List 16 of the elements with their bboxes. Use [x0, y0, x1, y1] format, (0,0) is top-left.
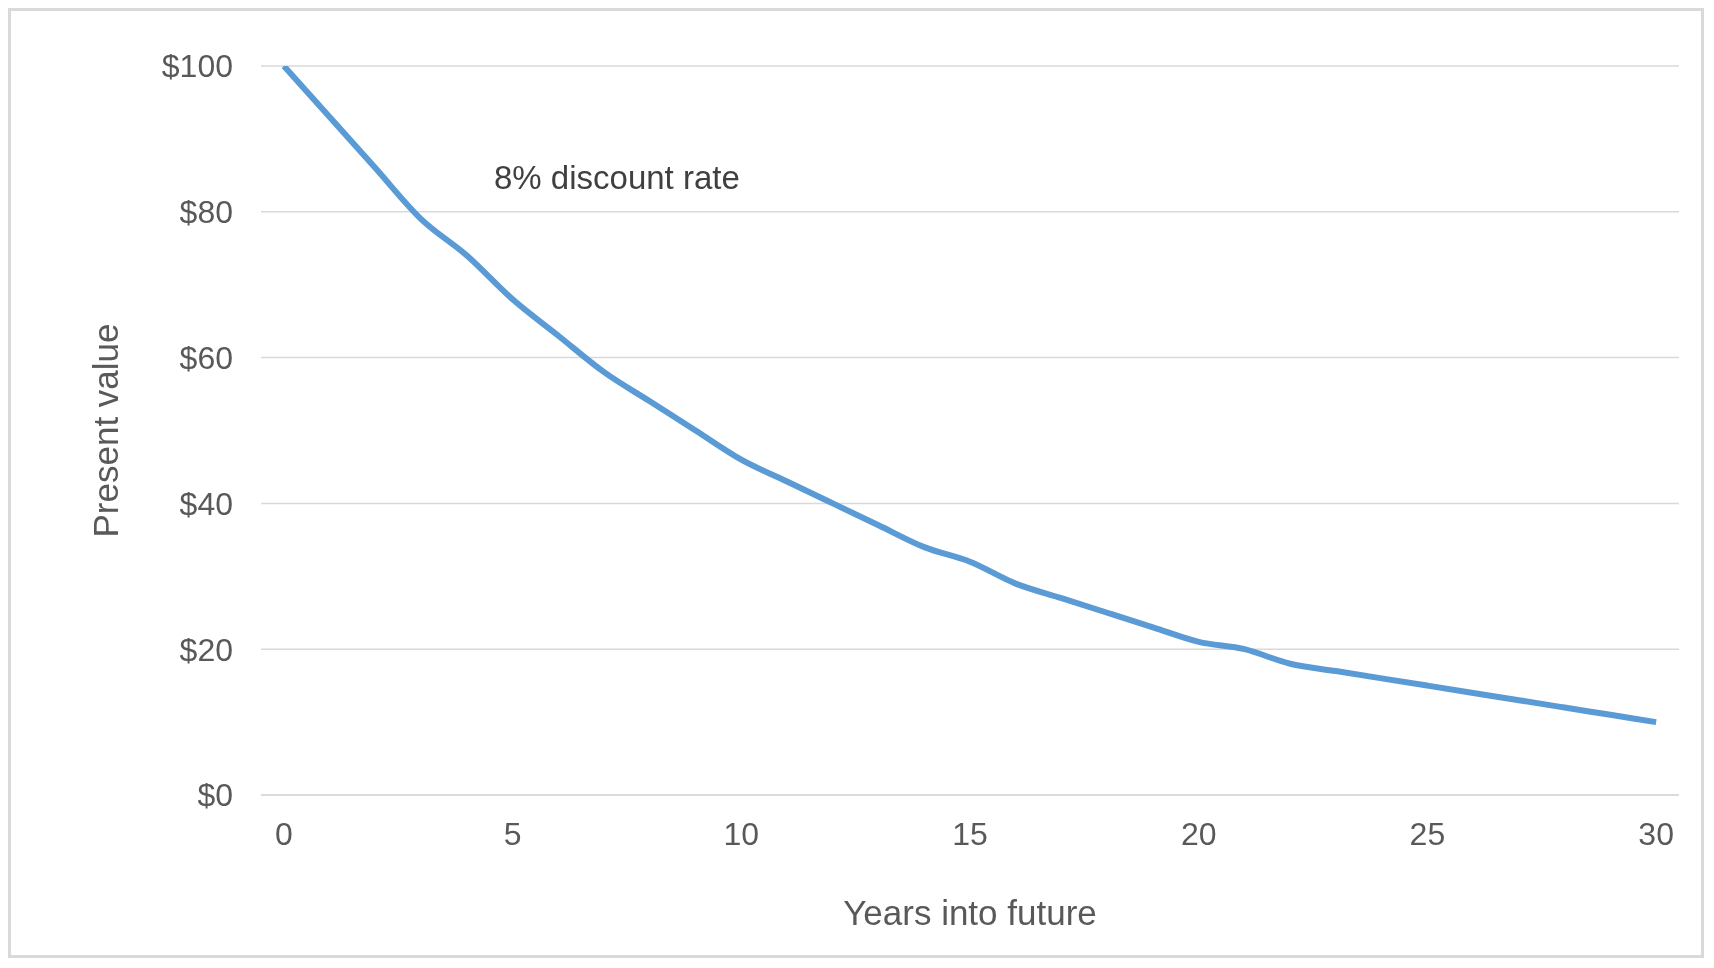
x-tick-label: 15 [952, 816, 988, 852]
x-tick-label: 25 [1409, 816, 1446, 852]
x-axis-title: Years into future [843, 893, 1097, 932]
y-tick-label: $20 [179, 631, 233, 668]
x-tick-label: 10 [723, 816, 760, 852]
annotation: 8% discount rate [494, 159, 740, 197]
x-tick-label: 0 [274, 816, 293, 852]
y-tick-label: $40 [179, 485, 233, 522]
x-tick-label: 5 [503, 816, 522, 852]
y-tick-label: $0 [197, 777, 233, 814]
y-tick-label: $100 [161, 48, 233, 85]
y-axis-title: Present value [86, 323, 126, 538]
y-tick-label: $60 [179, 339, 233, 376]
x-tick-label: 20 [1180, 816, 1217, 852]
x-tick-label: 30 [1638, 816, 1674, 852]
y-tick-label: $80 [179, 194, 233, 231]
